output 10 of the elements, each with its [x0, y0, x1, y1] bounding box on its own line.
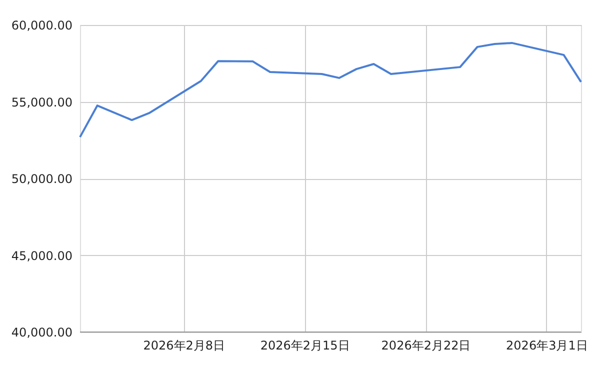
y-tick-label: 55,000.00 — [11, 95, 72, 110]
x-tick-label: 2026年2月22日 — [381, 338, 471, 352]
y-tick-label: 50,000.00 — [11, 172, 72, 186]
y-tick-label: 60,000.00 — [11, 18, 72, 32]
y-tick-label: 45,000.00 — [11, 248, 72, 263]
x-tick-label: 2026年2月8日 — [143, 338, 226, 352]
line-series — [79, 42, 582, 138]
y-tick-label: 40,000.00 — [11, 326, 72, 340]
x-tick-label: 2026年3月1日 — [506, 338, 588, 352]
x-tick-label: 2026年2月15日 — [260, 338, 350, 352]
